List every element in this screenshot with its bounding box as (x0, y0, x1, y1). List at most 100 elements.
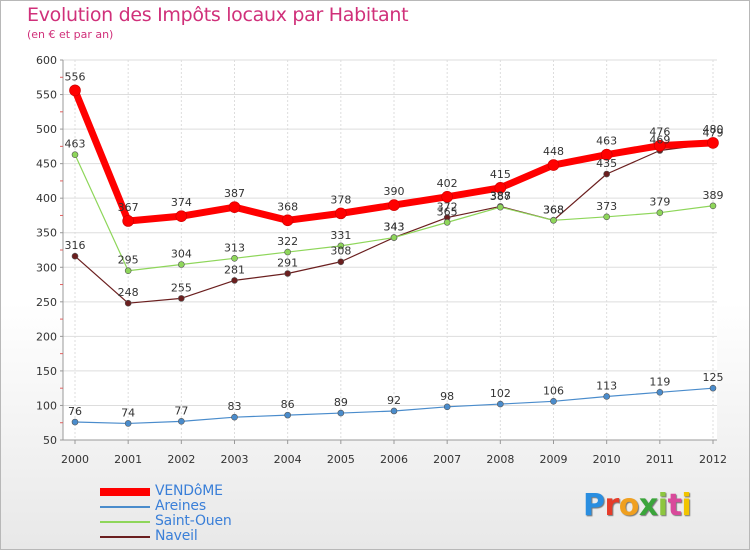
data-label: 89 (334, 396, 348, 409)
data-label: 463 (596, 135, 617, 148)
proxiti-logo: Proxiti (583, 488, 692, 523)
chart-title: Evolution des Impôts locaux par Habitant (27, 4, 409, 26)
legend-label: Naveil (155, 528, 198, 544)
plot-area (63, 60, 717, 440)
series-point (231, 277, 238, 284)
series-point (71, 151, 79, 158)
legend-label: Saint-Ouen (155, 513, 232, 529)
data-label: 389 (703, 189, 724, 202)
data-label: 331 (330, 229, 351, 242)
data-label: 367 (118, 201, 139, 214)
y-tick-label: 150 (36, 365, 57, 378)
logo-letter: x (638, 488, 658, 523)
data-label: 343 (384, 221, 405, 234)
y-tick-label: 100 (36, 399, 57, 412)
data-label: 463 (65, 138, 86, 151)
series-point (228, 201, 241, 213)
series-point (231, 254, 238, 262)
logo-letter: i (681, 488, 692, 523)
series-point (709, 202, 717, 210)
data-label: 435 (596, 157, 617, 170)
series-point (603, 393, 610, 400)
data-label: 255 (171, 281, 192, 294)
legend-swatch (100, 505, 150, 509)
series-point (337, 242, 345, 250)
logo-letter: o (618, 488, 640, 523)
data-label: 402 (437, 177, 458, 190)
series-point (178, 261, 185, 268)
y-tick-label: 500 (36, 123, 57, 136)
series-point (178, 418, 185, 425)
series-point (550, 398, 557, 405)
chart-subtitle: (en € et par an) (27, 28, 114, 41)
series-point (124, 267, 132, 275)
y-tick-label: 250 (36, 296, 57, 309)
data-label: 304 (171, 248, 192, 261)
series-point (443, 219, 451, 226)
y-tick-label: 450 (36, 158, 57, 171)
y-tick-label: 200 (36, 330, 57, 343)
series-point (497, 400, 504, 408)
legend-label: VENDôME (155, 483, 223, 499)
series-point (284, 270, 291, 277)
data-label: 374 (171, 196, 192, 209)
series-point (71, 418, 79, 426)
data-label: 77 (174, 404, 188, 417)
series-point (124, 299, 132, 307)
data-label: 343 (384, 221, 405, 234)
grid-lines (63, 59, 717, 441)
data-label: 106 (543, 384, 564, 397)
line-chart: 50 100 150 200 250 300 350 400 450 500 550 600 2000… (36, 54, 727, 466)
data-label: 388 (490, 189, 511, 202)
y-tick-label: 350 (36, 227, 57, 240)
y-tick-label: 400 (36, 192, 57, 205)
series-point (656, 389, 664, 396)
series-point (600, 148, 613, 161)
data-label: 415 (490, 168, 511, 181)
series-point (71, 252, 79, 260)
series-point (284, 248, 291, 256)
x-tick-label: 2000 (61, 453, 89, 466)
series-point (654, 139, 666, 152)
logo-letter: r (604, 488, 620, 523)
data-label: 322 (277, 235, 298, 248)
logo-letter: i (657, 488, 668, 523)
x-tick-label: 2001 (114, 453, 142, 466)
series-point (443, 403, 451, 411)
series-point (656, 209, 664, 216)
y-tick-label: 550 (36, 89, 57, 102)
legend-label: Areines (155, 498, 206, 514)
x-tick-label: 2007 (433, 453, 461, 466)
data-label: 74 (121, 406, 135, 419)
series-point (335, 207, 347, 220)
y-axis-ticks: 50 100 150 200 250 300 350 400 450 500 550 600 (36, 54, 63, 447)
series-point (124, 420, 132, 427)
x-tick-label: 2009 (540, 453, 568, 466)
series-point (390, 234, 398, 241)
series-point (337, 258, 345, 266)
data-label: 379 (649, 196, 670, 209)
data-label: 83 (228, 400, 242, 413)
series-point (547, 159, 560, 171)
x-axis-ticks: 2000 2001 2002 2003 2004 2005 2006 2007 2008 2009… (61, 440, 727, 466)
y-tick-label: 600 (36, 54, 57, 67)
series-point (281, 214, 294, 227)
data-label: 365 (437, 205, 458, 218)
data-label: 113 (596, 379, 617, 392)
series-point (497, 203, 504, 211)
x-tick-label: 2006 (380, 453, 408, 466)
series-point (441, 191, 453, 203)
data-label: 368 (277, 200, 298, 213)
x-tick-label: 2002 (167, 453, 195, 466)
data-label: 480 (703, 123, 724, 136)
data-label: 476 (649, 126, 670, 139)
series-point (707, 137, 719, 149)
legend-swatch (100, 535, 150, 539)
data-label: 76 (68, 405, 82, 418)
data-label: 102 (490, 387, 511, 400)
logo-letter: P (583, 488, 605, 523)
data-label: 387 (224, 187, 245, 200)
data-label: 308 (330, 245, 351, 258)
series-point (337, 409, 345, 417)
